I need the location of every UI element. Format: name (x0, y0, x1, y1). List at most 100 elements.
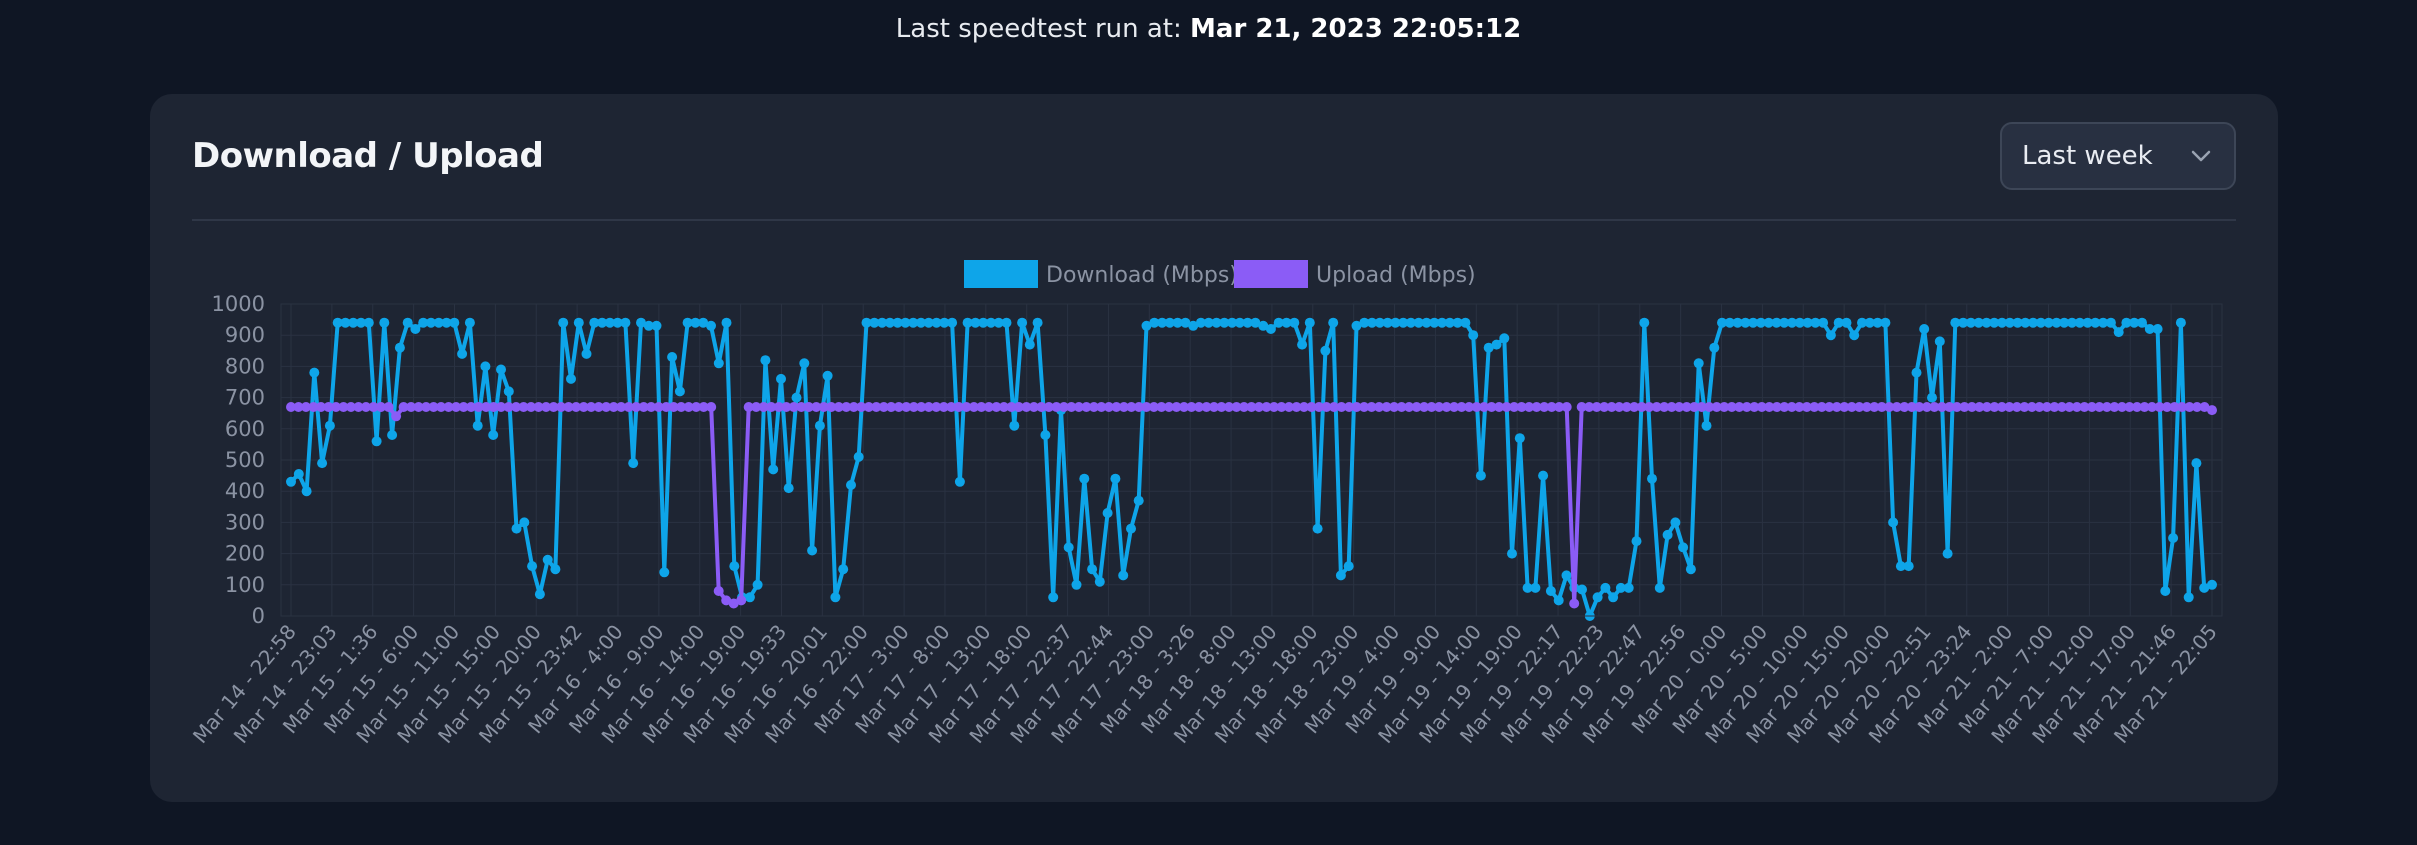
data-point (744, 592, 755, 603)
data-point (1479, 402, 1490, 412)
data-point (2051, 317, 2062, 328)
data-point (1831, 402, 1842, 412)
data-point (541, 402, 552, 412)
data-point (676, 402, 687, 412)
data-point (1456, 402, 1467, 412)
data-point (1921, 402, 1932, 412)
data-point (1096, 402, 1107, 412)
data-point (1239, 402, 1249, 412)
y-tick-label: 900 (225, 323, 265, 347)
data-point (1494, 402, 1505, 412)
data-point (781, 402, 792, 412)
card-title: Download / Upload (192, 136, 544, 176)
data-point (2132, 402, 2142, 412)
data-point (2004, 402, 2015, 412)
data-point (1441, 402, 1452, 412)
data-point (1404, 402, 1415, 412)
data-point (643, 320, 654, 331)
data-point (1631, 536, 1642, 547)
data-point (1888, 517, 1899, 528)
data-point (593, 402, 604, 412)
data-point (1367, 317, 1377, 328)
data-point (457, 348, 468, 359)
data-point (293, 469, 304, 479)
data-point (346, 402, 356, 412)
data-point (1779, 402, 1790, 412)
data-point (1934, 336, 1945, 347)
data-point (604, 317, 615, 328)
data-point (1639, 317, 1650, 328)
data-point (309, 367, 320, 378)
data-point (1846, 402, 1857, 412)
data-point (818, 402, 829, 412)
data-point (2144, 324, 2155, 334)
data-point (1148, 402, 1159, 412)
data-point (2074, 317, 2085, 328)
data-point (1509, 402, 1520, 412)
y-tick-label: 800 (225, 354, 265, 378)
data-point (916, 317, 926, 328)
data-point (1195, 317, 1206, 328)
data-point (1929, 402, 1940, 412)
time-range-select[interactable]: Last week (2000, 122, 2236, 190)
data-point (1740, 317, 1751, 328)
data-point (1514, 433, 1525, 444)
data-point (1001, 317, 1012, 328)
time-range-value: Last week (2022, 141, 2153, 171)
data-point (1530, 582, 1541, 593)
data-point (970, 317, 981, 328)
data-point (1413, 317, 1424, 328)
data-point (646, 402, 657, 412)
data-point (391, 411, 402, 422)
data-point (993, 317, 1004, 328)
data-point (2082, 317, 2093, 328)
data-point (1258, 320, 1269, 331)
data-point (713, 358, 724, 369)
data-point (690, 317, 701, 328)
data-point (1516, 402, 1527, 412)
data-point (668, 402, 679, 412)
data-point (1211, 317, 1222, 328)
data-point (939, 317, 950, 328)
data-point (1726, 402, 1737, 412)
data-point (1013, 402, 1024, 412)
data-point (1009, 420, 1020, 431)
data-point (1359, 402, 1370, 412)
data-point (2056, 402, 2067, 412)
data-point (2041, 402, 2052, 412)
data-point (1071, 579, 1082, 590)
data-point (2147, 402, 2157, 412)
data-point (1320, 345, 1331, 356)
data-point (323, 402, 334, 412)
data-point (353, 402, 364, 412)
data-point (1764, 402, 1775, 412)
data-point (2109, 402, 2120, 412)
data-point (1681, 402, 1692, 412)
data-point (2152, 324, 2163, 334)
data-point (383, 402, 394, 412)
data-point (1636, 402, 1647, 412)
data-point (519, 517, 530, 528)
data-point (2184, 402, 2195, 412)
data-point (1981, 402, 1992, 412)
data-point (563, 402, 574, 412)
data-point (900, 317, 911, 328)
data-point (811, 402, 822, 412)
data-point (1849, 330, 1860, 341)
data-point (428, 402, 439, 412)
data-point (324, 420, 335, 431)
data-point (653, 402, 664, 412)
last-run-timestamp: Mar 21, 2023 22:05:12 (1190, 14, 1522, 44)
data-point (916, 402, 927, 412)
data-point (1841, 317, 1852, 328)
data-point (869, 317, 880, 328)
data-point (667, 352, 678, 362)
data-point (1942, 548, 1953, 559)
data-point (1036, 402, 1047, 412)
y-tick-label: 1000 (212, 292, 265, 316)
data-point (1944, 402, 1955, 412)
data-point (628, 458, 639, 469)
data-point (1899, 402, 1910, 412)
data-point (1118, 570, 1129, 581)
